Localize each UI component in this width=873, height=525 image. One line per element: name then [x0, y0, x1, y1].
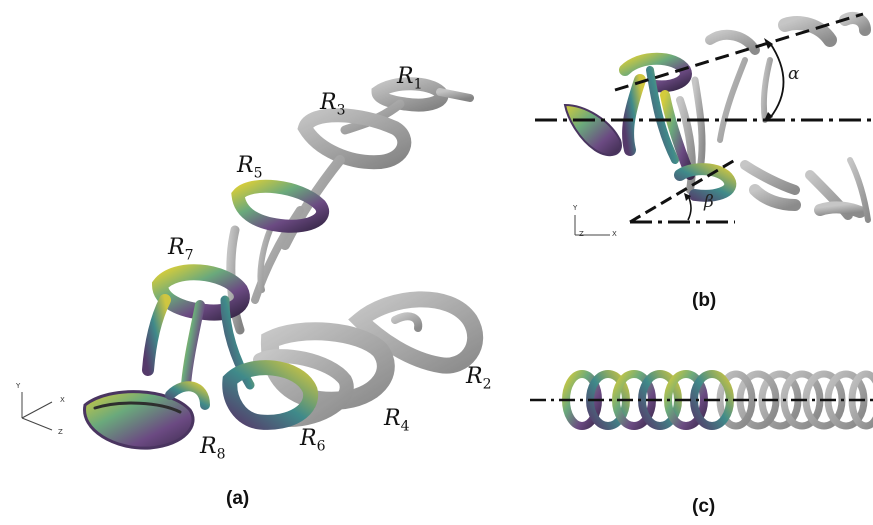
ring-label-r1: R1	[397, 64, 423, 93]
ring-label-r7: R7	[168, 235, 194, 264]
panel-b: α β Y Z X (b)	[530, 0, 873, 320]
caption-c: (c)	[692, 496, 716, 517]
axis-label-x-b: X	[612, 230, 617, 238]
panel-c-vortex-figure	[530, 370, 873, 430]
axis-triad-a	[21, 392, 53, 431]
axis-label-z-b: Z	[579, 230, 584, 238]
angle-alpha-label: α	[788, 64, 800, 84]
panel-b-vortex-figure	[535, 12, 873, 236]
angle-beta-label: β	[704, 192, 714, 212]
ring-label-r5: R5	[237, 153, 263, 182]
gray-vortex-lower	[253, 291, 484, 427]
panel-c: (c)	[530, 330, 873, 525]
ring-label-r4: R4	[384, 406, 410, 435]
ring-label-r6: R6	[300, 426, 326, 455]
caption-a: (a)	[226, 488, 250, 509]
panel-a-vortex-figure	[83, 77, 484, 450]
colored-vortex-structures	[83, 179, 329, 450]
axis-label-x-a: X	[60, 396, 65, 404]
axis-label-y-b: Y	[573, 204, 578, 212]
caption-b: (b)	[692, 290, 717, 311]
ring-label-r3: R3	[320, 90, 346, 119]
panel-a: R1 R3 R5 R7 R2 R4 R6 R8 Y X Z (a)	[16, 64, 492, 510]
ring-label-r2: R2	[466, 364, 492, 393]
axis-label-z-a: Z	[58, 428, 63, 436]
axis-label-y-a: Y	[16, 382, 21, 390]
ring-label-r8: R8	[200, 434, 226, 463]
